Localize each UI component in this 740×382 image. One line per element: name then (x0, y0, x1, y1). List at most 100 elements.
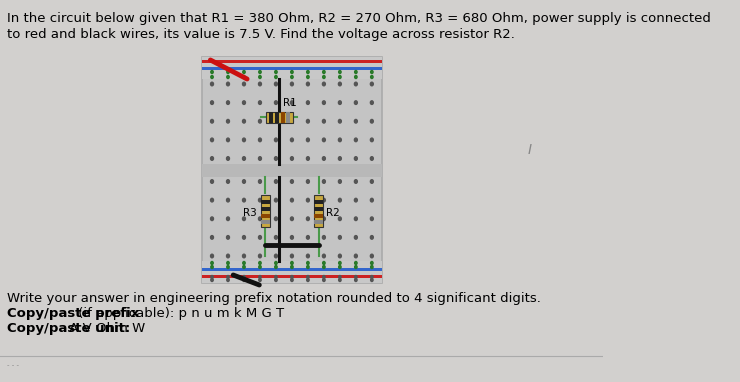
Circle shape (226, 275, 229, 278)
Circle shape (275, 120, 278, 123)
Circle shape (291, 217, 293, 220)
Circle shape (306, 82, 309, 86)
Bar (286, 112, 290, 123)
Circle shape (243, 157, 246, 160)
Text: - - -: - - - (7, 362, 18, 368)
Circle shape (211, 76, 213, 78)
Circle shape (338, 157, 341, 160)
Circle shape (371, 198, 373, 202)
Circle shape (354, 82, 357, 86)
Circle shape (291, 265, 293, 269)
Bar (202, 67, 382, 70)
Circle shape (211, 217, 213, 220)
Bar (314, 207, 323, 211)
Circle shape (275, 157, 278, 160)
Text: Copy/paste unit:: Copy/paste unit: (7, 322, 130, 335)
Circle shape (323, 275, 325, 278)
Circle shape (354, 157, 357, 160)
Circle shape (243, 278, 245, 282)
Bar (280, 112, 285, 123)
Circle shape (226, 76, 229, 78)
Circle shape (354, 101, 357, 104)
Circle shape (371, 180, 373, 183)
Circle shape (306, 157, 309, 160)
Circle shape (258, 254, 261, 258)
Bar (260, 214, 269, 218)
Text: In the circuit below given that R1 = 380 Ohm, R2 = 270 Ohm, R3 = 680 Ohm, power : In the circuit below given that R1 = 380… (7, 12, 710, 25)
Circle shape (338, 82, 341, 86)
Circle shape (306, 236, 309, 239)
Circle shape (323, 82, 326, 86)
Circle shape (306, 76, 309, 78)
Circle shape (323, 262, 325, 264)
Circle shape (354, 76, 357, 78)
Circle shape (323, 265, 325, 269)
Circle shape (371, 217, 373, 220)
Circle shape (354, 138, 357, 142)
Bar (202, 268, 382, 271)
Circle shape (354, 120, 357, 123)
Circle shape (275, 217, 278, 220)
Circle shape (243, 138, 246, 142)
Bar (260, 200, 269, 204)
Circle shape (323, 217, 326, 220)
Circle shape (275, 138, 278, 142)
Circle shape (259, 76, 261, 78)
Circle shape (275, 180, 278, 183)
Circle shape (275, 82, 278, 86)
Circle shape (211, 180, 213, 183)
Circle shape (323, 198, 326, 202)
Circle shape (323, 120, 326, 123)
Circle shape (258, 180, 261, 183)
Circle shape (291, 275, 293, 278)
Circle shape (339, 262, 341, 264)
Circle shape (275, 278, 278, 282)
Circle shape (243, 254, 246, 258)
Circle shape (291, 198, 293, 202)
Text: R2: R2 (326, 208, 340, 218)
Circle shape (259, 278, 261, 282)
Circle shape (243, 265, 245, 269)
Circle shape (371, 157, 373, 160)
Circle shape (371, 262, 373, 264)
Circle shape (243, 198, 246, 202)
Circle shape (339, 71, 341, 73)
Circle shape (243, 82, 246, 86)
Bar (202, 261, 382, 283)
Circle shape (258, 236, 261, 239)
Bar (202, 60, 382, 63)
Circle shape (323, 278, 325, 282)
Bar (266, 112, 293, 123)
Circle shape (211, 120, 213, 123)
Bar (202, 275, 382, 278)
Circle shape (243, 101, 246, 104)
Circle shape (371, 236, 373, 239)
Circle shape (354, 262, 357, 264)
Bar (202, 57, 382, 79)
Text: Copy/paste prefix: Copy/paste prefix (7, 307, 139, 320)
Circle shape (291, 71, 293, 73)
Circle shape (371, 101, 373, 104)
Text: Write your answer in engineering prefix notation rounded to 4 significant digits: Write your answer in engineering prefix … (7, 292, 540, 305)
Circle shape (291, 278, 293, 282)
Bar (314, 200, 323, 204)
Circle shape (226, 198, 229, 202)
Bar (202, 57, 382, 283)
Bar (260, 220, 269, 224)
Circle shape (226, 217, 229, 220)
Circle shape (275, 262, 278, 264)
Circle shape (371, 275, 373, 278)
Circle shape (371, 278, 373, 282)
Circle shape (339, 76, 341, 78)
Circle shape (258, 138, 261, 142)
Circle shape (258, 198, 261, 202)
Bar (314, 195, 323, 227)
Text: to red and black wires, its value is 7.5 V. Find the voltage across resistor R2.: to red and black wires, its value is 7.5… (7, 28, 514, 41)
Circle shape (226, 82, 229, 86)
Circle shape (338, 236, 341, 239)
Circle shape (354, 275, 357, 278)
Circle shape (259, 265, 261, 269)
Circle shape (258, 157, 261, 160)
Text: A V Ohm W: A V Ohm W (65, 322, 146, 335)
Circle shape (259, 71, 261, 73)
